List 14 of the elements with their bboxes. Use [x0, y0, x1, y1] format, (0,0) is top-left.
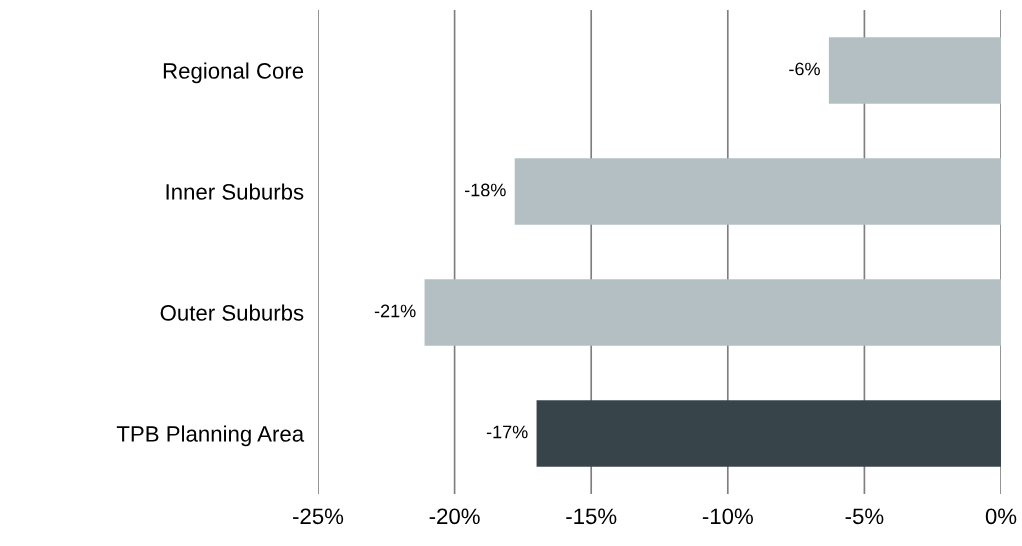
x-tick-label: 0%	[985, 508, 1017, 525]
y-tick-label: Inner Suburbs	[166, 183, 304, 200]
y-tick-label: Regional Core	[163, 62, 304, 84]
x-tick-label: -20%	[429, 508, 480, 525]
data-label: -6%	[789, 62, 820, 76]
data-label: -21%	[374, 304, 416, 318]
y-tick-label: TPB Planning Area	[116, 425, 305, 447]
data-label: -18%	[465, 183, 506, 197]
x-tick-label: -15%	[566, 508, 617, 525]
data-label: -17%	[486, 425, 528, 439]
y-tick-label: Outer Suburbs	[160, 304, 304, 321]
x-tick-label: -10%	[702, 508, 753, 525]
x-tick-label: -5%	[845, 508, 884, 525]
x-tick-label: -25%	[293, 508, 344, 525]
